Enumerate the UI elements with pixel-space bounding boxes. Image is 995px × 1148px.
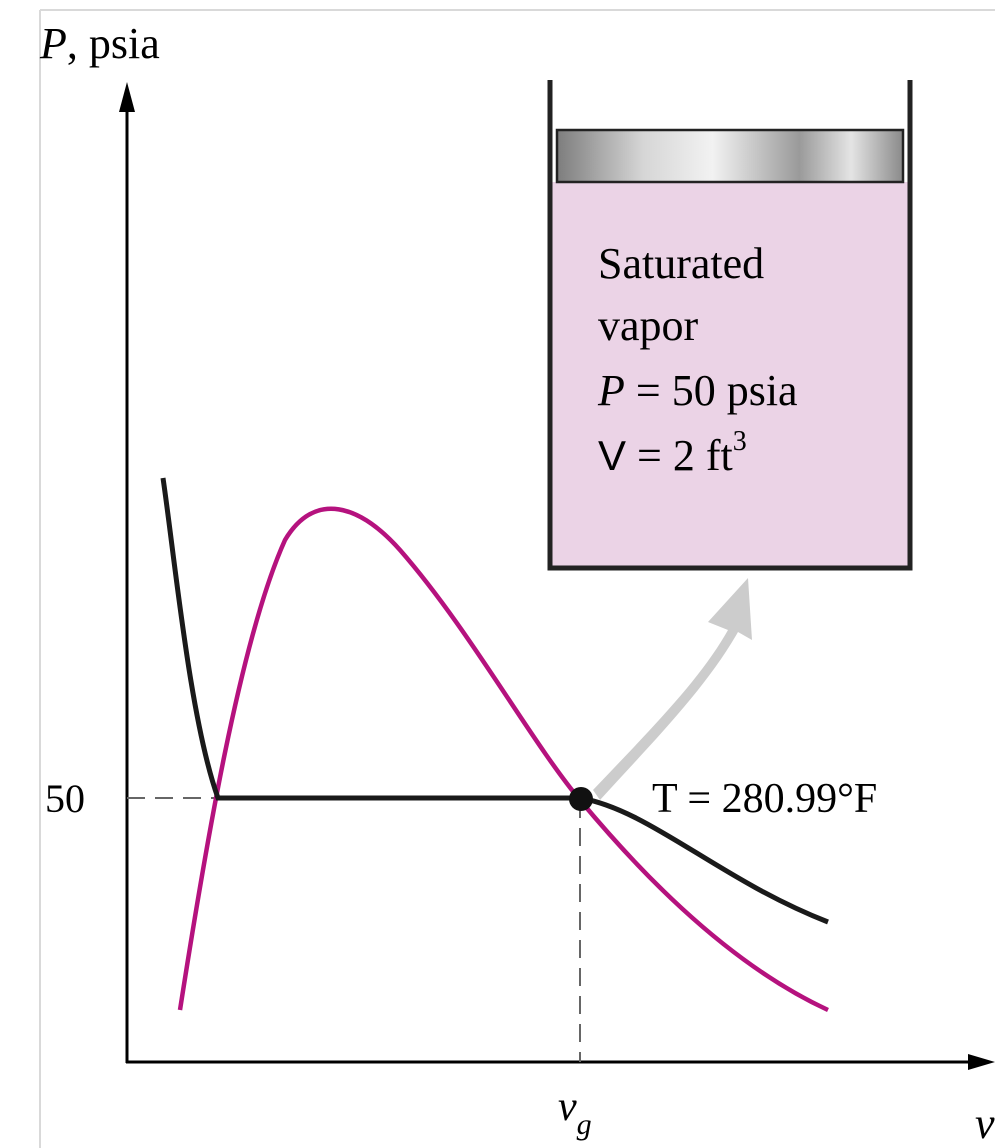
saturation-dome-curve — [177, 506, 829, 1013]
vg-label: vg — [558, 1084, 592, 1141]
cylinder-text-line4: V = 2 ft3 — [598, 426, 747, 480]
cylinder-walls — [547, 80, 913, 571]
cylinder-text-line1: Saturated — [598, 239, 764, 288]
isotherm-curve — [160, 477, 829, 925]
x-axis-label: v — [975, 1099, 995, 1148]
y-axis-label: P, psia — [39, 19, 160, 68]
pressure-tick-label: 50 — [45, 776, 85, 821]
curved-arrow-icon — [593, 578, 752, 800]
piston — [555, 128, 905, 184]
piston-cylinder: Saturated vapor P = 50 psia V = 2 ft3 — [547, 80, 913, 571]
state-point — [569, 787, 593, 811]
cylinder-fluid — [550, 182, 908, 568]
cylinder-text-line2: vapor — [598, 301, 699, 350]
isotherm-label: T = 280.99°F — [652, 776, 877, 822]
y-axis-arrow-icon — [119, 82, 135, 112]
cylinder-text-line3: P = 50 psia — [597, 366, 798, 415]
x-axis-arrow-icon — [968, 1054, 995, 1070]
